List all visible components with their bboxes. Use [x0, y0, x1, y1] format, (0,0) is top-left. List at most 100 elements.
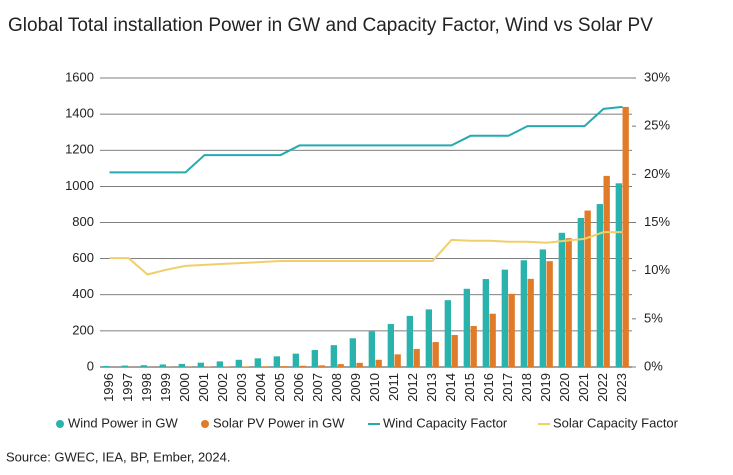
bar — [312, 350, 318, 367]
bar — [616, 183, 622, 367]
bar — [597, 204, 603, 367]
x-tick-label: 1998 — [139, 373, 154, 402]
x-tick-label: 2004 — [253, 373, 268, 402]
bar — [395, 354, 401, 367]
x-tick-label: 2023 — [614, 373, 629, 402]
bar — [414, 349, 420, 367]
bar — [236, 360, 242, 367]
bar — [160, 364, 166, 367]
bar — [179, 364, 185, 367]
bar — [559, 233, 565, 367]
bar — [509, 294, 515, 367]
x-tick-label: 2011 — [386, 373, 401, 401]
x-tick-label: 1999 — [158, 373, 173, 402]
source: Source: GWEC, IEA, BP, Ember, 2024. — [6, 449, 230, 464]
legend-label: Wind Capacity Factor — [383, 415, 508, 430]
bar — [547, 261, 553, 367]
y-tick-label: 200 — [72, 322, 94, 337]
y2-tick-label: 15% — [644, 214, 670, 229]
bar — [300, 366, 306, 367]
x-tick-label: 2017 — [500, 373, 515, 402]
bar — [464, 289, 470, 367]
y-tick-label: 0 — [87, 358, 94, 373]
x-tick-label: 2003 — [234, 373, 249, 402]
x-tick-label: 2016 — [481, 373, 496, 402]
x-tick-label: 2022 — [595, 373, 610, 402]
bar — [502, 270, 508, 367]
bar — [198, 363, 204, 367]
x-tick-label: 2020 — [557, 373, 572, 402]
y2-tick-label: 5% — [644, 310, 663, 325]
y-tick-label: 800 — [72, 214, 94, 229]
bar — [122, 366, 128, 367]
bar — [388, 324, 394, 367]
x-tick-label: 2014 — [443, 373, 458, 402]
x-tick-label: 1997 — [120, 373, 135, 402]
y2-tick-label: 25% — [644, 118, 670, 133]
y2-tick-label: 30% — [644, 69, 670, 84]
y-tick-label: 400 — [72, 286, 94, 301]
x-tick-label: 2010 — [367, 373, 382, 402]
x-tick-label: 2001 — [196, 373, 211, 402]
x-tick-label: 2009 — [348, 373, 363, 402]
bar — [452, 335, 458, 367]
bar — [471, 326, 477, 367]
x-tick-label: 2006 — [291, 373, 306, 402]
bar — [243, 366, 249, 367]
bar — [604, 176, 610, 367]
bar — [262, 366, 268, 367]
bar — [141, 365, 147, 367]
bar — [528, 279, 534, 367]
y-tick-label: 1600 — [65, 69, 94, 84]
bar — [281, 366, 287, 367]
bar — [338, 364, 344, 367]
x-tick-label: 2013 — [424, 373, 439, 402]
bar — [521, 260, 527, 367]
y-tick-label: 1000 — [65, 178, 94, 193]
bar — [357, 363, 363, 367]
x-tick-label: 2019 — [538, 373, 553, 402]
bar — [255, 358, 261, 367]
y2-tick-label: 20% — [644, 166, 670, 181]
bar — [407, 316, 413, 367]
y2-tick-label: 10% — [644, 262, 670, 277]
x-tick-label: 2000 — [177, 373, 192, 402]
y-tick-label: 1200 — [65, 142, 94, 157]
bar — [217, 361, 223, 367]
y2-tick-label: 0% — [644, 358, 663, 373]
bar — [623, 107, 629, 367]
legend-label: Solar PV Power in GW — [213, 415, 345, 430]
bar — [350, 338, 356, 367]
bar — [490, 314, 496, 367]
bar — [331, 345, 337, 367]
x-tick-label: 2005 — [272, 373, 287, 402]
bar — [585, 211, 591, 367]
legend-label: Wind Power in GW — [68, 415, 179, 430]
bar — [319, 365, 325, 367]
bar — [426, 309, 432, 367]
bar — [376, 360, 382, 367]
x-tick-label: 2008 — [329, 373, 344, 402]
y-tick-label: 600 — [72, 250, 94, 265]
bar — [369, 331, 375, 367]
y-tick-label: 1400 — [65, 106, 94, 121]
bar — [274, 356, 280, 367]
bar — [433, 342, 439, 367]
line — [110, 107, 623, 173]
legend-label: Solar Capacity Factor — [553, 415, 679, 430]
x-tick-label: 2015 — [462, 373, 477, 402]
bar — [103, 366, 109, 367]
bar — [566, 238, 572, 367]
bar — [483, 279, 489, 367]
legend-marker — [56, 420, 64, 428]
legend-marker — [201, 420, 209, 428]
x-tick-label: 2007 — [310, 373, 325, 402]
x-tick-label: 2002 — [215, 373, 230, 402]
chart-title: Global Total installation Power in GW an… — [8, 15, 653, 36]
bar — [540, 249, 546, 367]
x-tick-label: 2012 — [405, 373, 420, 402]
x-tick-label: 2021 — [576, 373, 591, 402]
x-tick-label: 1996 — [101, 373, 116, 402]
bar — [293, 354, 299, 367]
x-tick-label: 2018 — [519, 373, 534, 402]
